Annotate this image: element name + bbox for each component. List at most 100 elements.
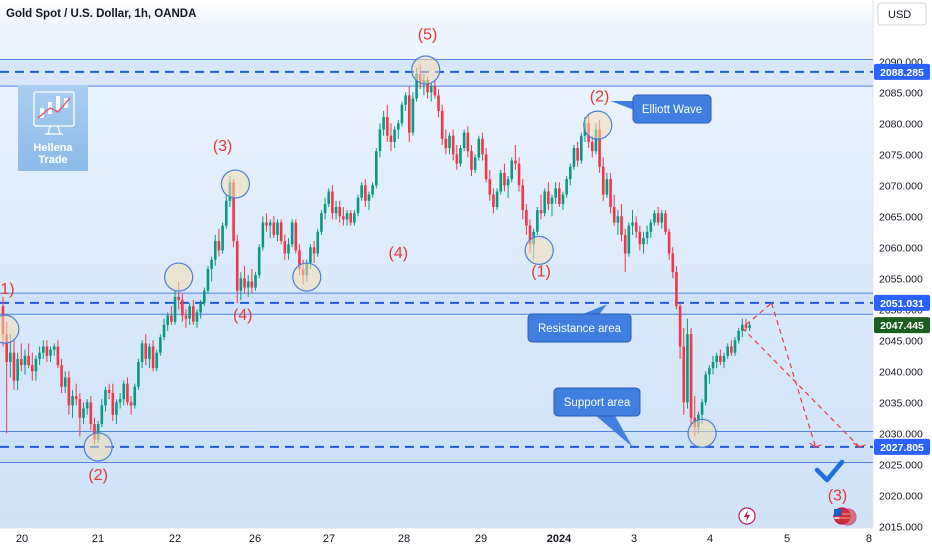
callouts-layer: Elliott Wave Resistance area Support area [527,94,712,447]
candle-body [268,222,272,226]
projection-arrowhead [809,442,822,448]
candle-body [715,355,718,362]
candle-body [309,247,312,263]
pivot-circles-layer [0,55,717,462]
candle-body [429,86,433,93]
lightning-event-icon[interactable] [738,507,756,525]
time-tick-label: 8 [866,533,872,545]
time-tick-label: 2024 [547,533,572,545]
hellena-trade-logo: Hellena Trade [18,85,88,171]
price-tick-label: 2065.000 [879,211,923,223]
candle-body [448,135,451,149]
elliott-wave-label: (3) [213,138,233,155]
candle-body [499,172,503,192]
callout-box [527,313,632,343]
candle-body [243,278,246,288]
price-tick-label: 2075.000 [879,149,923,161]
candle-body [473,157,477,170]
elliott-wave-label: (4) [233,307,253,324]
price-axis-background [873,0,932,550]
price-level-tag [874,438,930,455]
candle-body [349,213,352,223]
candle-body [645,231,649,238]
candle-body [660,213,664,223]
candle-body [748,325,751,328]
candle-body [151,346,155,369]
time-tick-label: 29 [475,533,487,545]
candle-body [250,281,254,288]
time-tick-label: 26 [249,533,261,545]
candle-body [601,166,605,195]
pivot-circle [220,169,251,199]
candle-body [279,222,283,242]
candle-body [166,315,169,325]
candle-body [100,405,104,424]
price-tick-label: 2045.000 [879,335,923,347]
elliott-wave-label: (2) [88,467,108,484]
candle-body [590,141,594,152]
candle-body [569,166,572,180]
candle-body [144,343,148,359]
candle-body [367,194,371,201]
candle-body [254,275,257,288]
callout-text: Resistance area [538,323,622,335]
candle-body [52,346,56,350]
candle-body [726,346,729,356]
candle-body [232,182,235,242]
candle-body [656,213,660,223]
candle-body [667,231,671,254]
candle-body [612,207,616,223]
candle-body [203,290,206,304]
price-tick-label: 2085.000 [879,87,923,99]
candle-body [89,402,93,424]
currency-button[interactable]: USD [877,2,927,26]
currency-button-frame[interactable] [877,2,927,26]
elliott-wave-label: (5) [418,27,438,44]
candle-body [576,148,579,161]
candle-body [137,362,140,387]
candle-body [290,222,294,245]
callout-box [553,387,641,417]
currency-button-label[interactable]: USD [888,9,911,21]
candle-body [572,148,576,167]
candle-body [536,210,539,232]
candle-body [140,343,144,362]
us-flag-event-icon[interactable] [833,507,857,526]
candle-body [440,110,444,139]
candle-body [338,207,342,217]
candle-body [276,222,279,235]
candle-body [170,315,173,322]
candle-body [598,129,601,167]
candle-body [353,213,356,223]
candle-body [217,241,221,251]
elliott-wave-label: (1) [0,281,15,298]
candle-body [525,210,528,226]
candle-body [23,355,27,366]
candle-body [364,185,367,201]
candle-body [550,197,554,204]
candle-body [404,95,407,105]
price-tick-label: 2020.000 [879,490,923,502]
candle-body [129,402,133,406]
wave-labels-layer: (1) (2) (3) (4) (4) (5) (1) (2) (3) [0,27,847,505]
time-axis-background [0,528,873,550]
candle-body [675,272,678,307]
candle-body [642,238,645,245]
candle-body [466,132,470,152]
candle-body [627,225,631,254]
pivot-circle [687,418,717,448]
candle-body [239,278,243,291]
candle-body [118,399,122,403]
candle-body [257,247,261,276]
candle-body [294,222,298,251]
time-tick-label: 3 [631,533,637,545]
candle-body [623,234,627,254]
candle-body [700,402,704,415]
candle-body [547,191,550,204]
candle-body [737,331,740,341]
price-level-tag-text: 2027.805 [880,442,924,454]
candle-body [730,346,733,353]
candle-body [96,424,100,440]
candle-body [199,303,202,313]
